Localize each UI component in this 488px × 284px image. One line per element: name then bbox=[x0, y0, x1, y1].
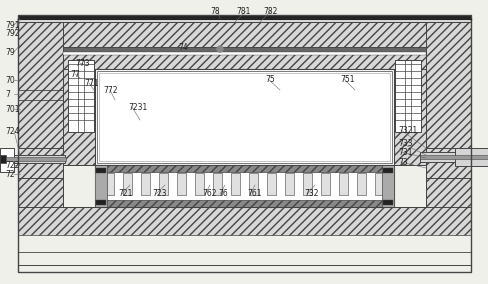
Bar bbox=[266, 173, 275, 195]
Bar bbox=[18, 235, 470, 252]
Text: 73: 73 bbox=[397, 158, 407, 166]
Text: 781: 781 bbox=[236, 7, 250, 16]
Bar bbox=[18, 19, 470, 22]
Bar bbox=[303, 173, 311, 195]
Bar bbox=[382, 168, 392, 173]
Text: 791: 791 bbox=[5, 20, 20, 30]
Text: 79: 79 bbox=[5, 47, 15, 57]
Bar bbox=[18, 15, 470, 19]
Bar bbox=[454, 148, 488, 166]
Text: 792: 792 bbox=[5, 28, 20, 37]
Text: 76: 76 bbox=[218, 189, 227, 199]
Bar bbox=[393, 47, 425, 165]
Bar bbox=[95, 165, 393, 172]
Text: 721: 721 bbox=[118, 189, 132, 199]
Text: 722: 722 bbox=[5, 160, 20, 170]
Text: 74: 74 bbox=[178, 43, 187, 51]
Bar bbox=[374, 173, 383, 195]
Text: 701: 701 bbox=[5, 105, 20, 114]
Text: 733: 733 bbox=[397, 139, 412, 147]
Bar bbox=[425, 165, 470, 227]
Text: 7321: 7321 bbox=[397, 126, 416, 135]
Text: 732: 732 bbox=[304, 189, 318, 199]
Text: 75: 75 bbox=[264, 74, 274, 83]
Bar bbox=[123, 173, 132, 195]
Text: 72: 72 bbox=[5, 170, 15, 179]
Bar bbox=[96, 200, 106, 205]
Bar bbox=[0, 155, 65, 163]
Text: 77: 77 bbox=[70, 70, 80, 78]
Text: 762: 762 bbox=[202, 189, 216, 199]
Bar bbox=[95, 69, 393, 165]
Bar bbox=[95, 165, 393, 207]
Bar bbox=[419, 155, 487, 159]
Bar bbox=[338, 173, 347, 195]
Bar bbox=[0, 155, 6, 163]
Bar bbox=[63, 47, 425, 69]
Text: 773: 773 bbox=[75, 59, 89, 68]
Text: 723: 723 bbox=[152, 189, 166, 199]
Text: 772: 772 bbox=[103, 85, 117, 95]
Bar bbox=[177, 173, 185, 195]
Bar bbox=[18, 22, 63, 207]
Bar bbox=[0, 148, 14, 172]
Text: 731: 731 bbox=[397, 147, 412, 156]
Bar bbox=[63, 47, 425, 52]
Text: 782: 782 bbox=[263, 7, 277, 16]
Bar bbox=[419, 152, 488, 162]
Bar bbox=[394, 60, 420, 132]
Text: 7: 7 bbox=[5, 89, 10, 99]
Bar bbox=[99, 73, 389, 161]
Bar bbox=[356, 173, 365, 195]
Bar bbox=[18, 165, 63, 227]
Text: 761: 761 bbox=[246, 189, 261, 199]
Bar bbox=[63, 47, 95, 165]
Text: 771: 771 bbox=[84, 78, 98, 87]
Circle shape bbox=[217, 46, 223, 52]
Bar bbox=[6, 157, 66, 161]
Bar bbox=[425, 22, 470, 207]
Bar bbox=[95, 172, 393, 200]
Bar bbox=[105, 173, 114, 195]
Bar bbox=[18, 148, 63, 178]
Bar bbox=[213, 173, 222, 195]
Bar bbox=[63, 52, 425, 55]
Text: 7231: 7231 bbox=[128, 103, 147, 112]
Text: 78: 78 bbox=[209, 7, 219, 16]
Bar bbox=[195, 173, 203, 195]
Bar bbox=[18, 265, 470, 272]
Bar bbox=[18, 207, 470, 252]
Bar bbox=[382, 200, 392, 205]
Bar bbox=[95, 200, 393, 207]
Bar bbox=[285, 173, 293, 195]
Bar bbox=[248, 173, 258, 195]
Text: 70: 70 bbox=[5, 76, 15, 85]
Bar bbox=[96, 168, 106, 173]
Bar bbox=[97, 71, 391, 163]
Bar bbox=[18, 22, 470, 47]
Bar bbox=[141, 173, 150, 195]
Bar bbox=[68, 60, 94, 132]
Bar bbox=[159, 173, 168, 195]
Bar bbox=[425, 148, 470, 178]
Text: 724: 724 bbox=[5, 126, 20, 135]
Bar bbox=[95, 165, 107, 207]
Bar bbox=[230, 173, 240, 195]
Bar bbox=[320, 173, 329, 195]
Bar bbox=[381, 165, 393, 207]
Text: 751: 751 bbox=[339, 74, 354, 83]
